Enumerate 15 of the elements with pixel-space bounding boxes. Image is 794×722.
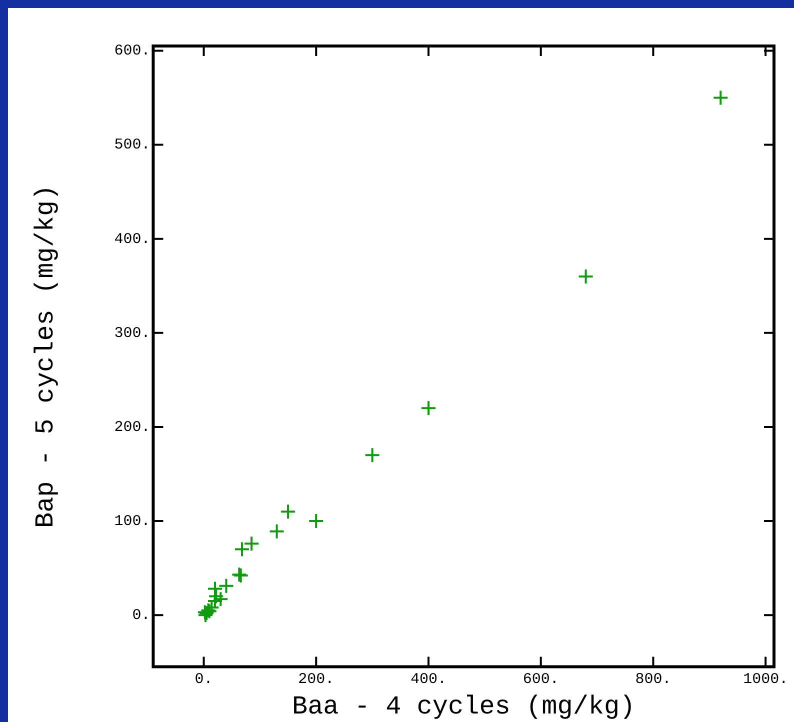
y-tick-label: 100. — [114, 512, 150, 530]
y-tick-label: 0. — [132, 607, 150, 624]
x-tick-label: 400. — [410, 670, 446, 688]
y-tick-label: 500. — [114, 136, 150, 154]
x-tick-label: 200. — [298, 670, 334, 688]
x-tick-label: 600. — [522, 670, 559, 688]
y-axis-title: Bap - 5 cycles (mg/kg) — [30, 184, 60, 528]
x-tick-label: 1000. — [743, 670, 788, 688]
y-tick-label: 400. — [114, 230, 150, 248]
x-tick-label: 800. — [635, 670, 672, 688]
x-axis-title: Baa - 4 cycles (mg/kg) — [292, 691, 636, 722]
y-tick-label: 600. — [114, 42, 150, 60]
x-tick-label: 0. — [194, 670, 213, 688]
y-tick-label: 200. — [114, 418, 150, 436]
y-tick-label: 300. — [114, 324, 150, 342]
